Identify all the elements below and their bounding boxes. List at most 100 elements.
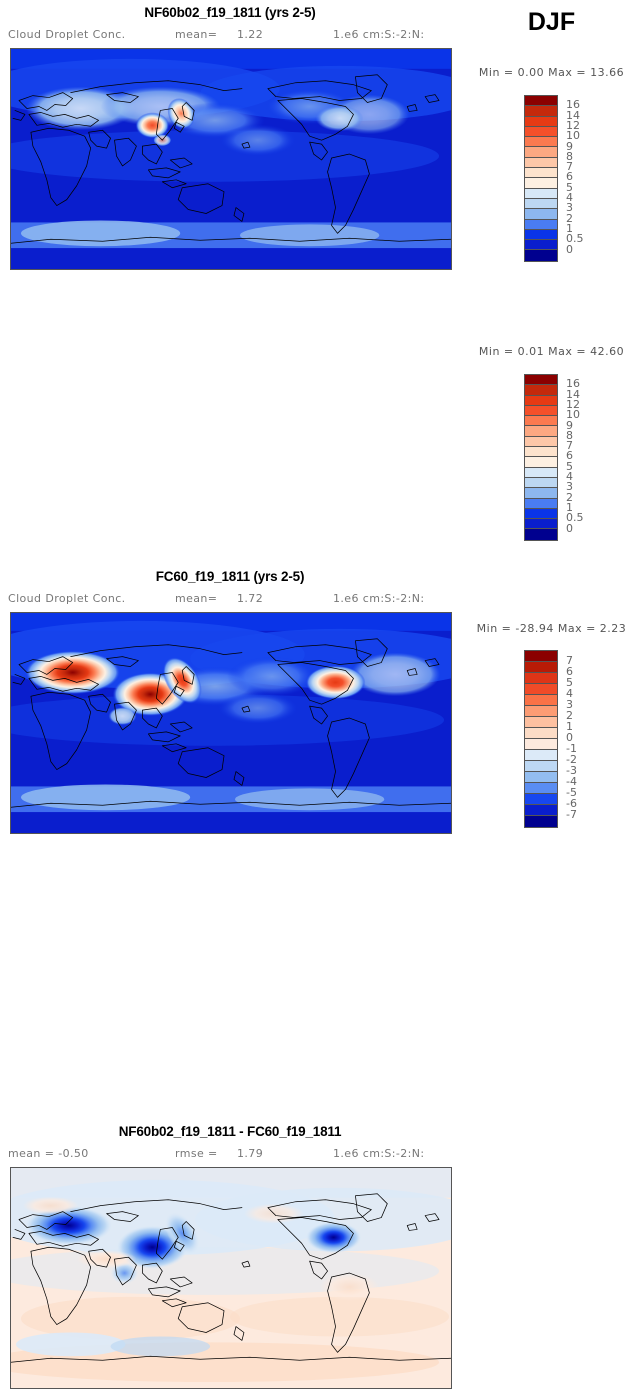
colorbar-tick-label: 12 [566,118,580,132]
panel-2-mean-label: mean= [175,592,218,605]
colorbar-swatch [525,805,557,816]
colorbar-tick-label: 10 [566,129,580,143]
colorbar-swatch [525,385,557,396]
colorbar-tick-label: -6 [566,797,577,810]
panel-3-units: 1.e6 cm:S:-2:N: [333,1147,425,1160]
panel-1-minmax: Min = 0.00 Max = 13.66 [478,66,625,79]
colorbar-tick-label: 5 [566,180,573,194]
colorbar-swatch [525,750,557,761]
season-label: DJF [527,8,576,36]
colorbar-tick-label: 4 [566,191,573,204]
panel-1-mean-value: 1.22 [237,28,264,41]
panel-3-rmse-label: rmse = [175,1147,218,1160]
panel-1-map-svg [11,49,451,269]
colorbar-swatch [525,106,557,117]
colorbar-swatch [525,761,557,772]
colorbar-swatch [525,772,557,783]
colorbar-tick-label: 12 [566,397,580,411]
colorbar-tick-label: 1 [566,720,573,733]
colorbar-swatch [525,250,557,261]
colorbar-swatch [525,529,557,540]
colorbar-tick-label: 5 [566,676,573,689]
colorbar-swatch [525,395,557,406]
colorbar-swatch [525,498,557,509]
colorbar-swatch [525,405,557,417]
colorbar-swatch [525,673,557,684]
colorbar-tick-label: 0 [566,242,573,256]
panel-3-minmax: Min = -28.94 Max = 2.23 [476,622,627,635]
colorbar-tick-label: 2 [566,211,573,225]
colorbar-tick-label: 14 [566,108,580,122]
colorbar-tick-label: 7 [566,439,573,453]
colorbar-tick-label: 14 [566,387,580,401]
colorbar-swatch [525,229,557,241]
panel-3-title: NF60b02_f19_1811 - FC60_f19_1811 [118,1124,342,1139]
colorbar-tick-label: 5 [566,459,573,473]
panel-2-map[interactable] [10,612,452,834]
colorbar-swatch [525,739,557,750]
colorbar-swatch [525,137,557,148]
colorbar-swatch [525,436,557,448]
colorbar-swatch [525,488,557,499]
colorbar-swatch [525,662,557,673]
colorbar-tick-label: 16 [566,98,580,112]
colorbar-tick-label: 9 [566,418,573,432]
colorbar-swatch [525,219,557,230]
colorbar-tick-label: 0.5 [566,232,584,246]
panel-1-units: 1.e6 cm:S:-2:N: [333,28,425,41]
panel-1-map[interactable] [10,48,452,270]
colorbar-tick-label: 4 [566,470,573,483]
colorbar-tick-label: -4 [566,775,577,788]
colorbar-swatch [525,157,557,169]
colorbar-3-swatches [524,650,558,828]
colorbar-swatch [525,168,557,179]
colorbar-swatch [525,447,557,458]
colorbar-swatch [525,457,557,468]
colorbar-tick-label: 3 [566,480,573,494]
colorbar-swatch [525,178,557,189]
colorbar-tick-label: -3 [566,764,577,777]
colorbar-tick-label: 0 [566,731,573,744]
colorbar-tick-label: -5 [566,786,577,799]
colorbar-tick-label: 3 [566,698,573,711]
panel-2-minmax: Min = 0.01 Max = 42.60 [478,345,625,358]
panel-2-title: FC60_f19_1811 (yrs 2-5) [155,569,305,584]
colorbar-tick-label: 2 [566,709,573,722]
colorbar-swatch [525,816,557,827]
colorbar-swatch [525,240,557,251]
panel-3-map[interactable] [10,1167,452,1389]
colorbar-tick-label: 6 [566,449,573,463]
colorbar-tick-label: 10 [566,408,580,422]
colorbar-tick-label: 1 [566,221,573,235]
colorbar-swatch [525,416,557,427]
colorbar-swatch [525,116,557,127]
colorbar-swatch [525,783,557,794]
panel-3-stats: mean = -0.50 rmse = 1.79 1.e6 cm:S:-2:N: [0,1147,460,1161]
panel-2-stats: Cloud Droplet Conc. mean= 1.72 1.e6 cm:S… [0,592,460,606]
colorbar-tick-label: -7 [566,808,577,821]
colorbar-swatch [525,477,557,489]
colorbar-tick-label: 4 [566,687,573,700]
colorbar-swatch [525,508,557,520]
colorbar-swatch [525,684,557,695]
colorbar-tick-label: 8 [566,149,573,163]
panel-2: FC60_f19_1811 (yrs 2-5) Cloud Droplet Co… [0,282,460,834]
colorbar-swatch [525,794,557,805]
colorbar-tick-label: 2 [566,490,573,504]
colorbar-swatch [525,717,557,728]
colorbar-swatch [525,96,557,107]
panel-2-mean-value: 1.72 [237,592,264,605]
colorbar-tick-label: 1 [566,500,573,514]
colorbar-tick-label: 16 [566,377,580,391]
colorbar-1-swatches [524,95,558,262]
colorbar-swatch [525,126,557,138]
colorbar-swatch [525,728,557,739]
colorbar-swatch [525,147,557,158]
panel-3: NF60b02_f19_1811 - FC60_f19_1811 mean = … [0,559,460,1389]
colorbar-swatch [525,651,557,662]
colorbar-tick-label: 0.5 [566,511,584,525]
colorbar-tick-label: 3 [566,201,573,215]
panel-3-mean: mean = -0.50 [8,1147,89,1160]
colorbar-swatch [525,695,557,706]
colorbar-tick-label: 6 [566,170,573,184]
